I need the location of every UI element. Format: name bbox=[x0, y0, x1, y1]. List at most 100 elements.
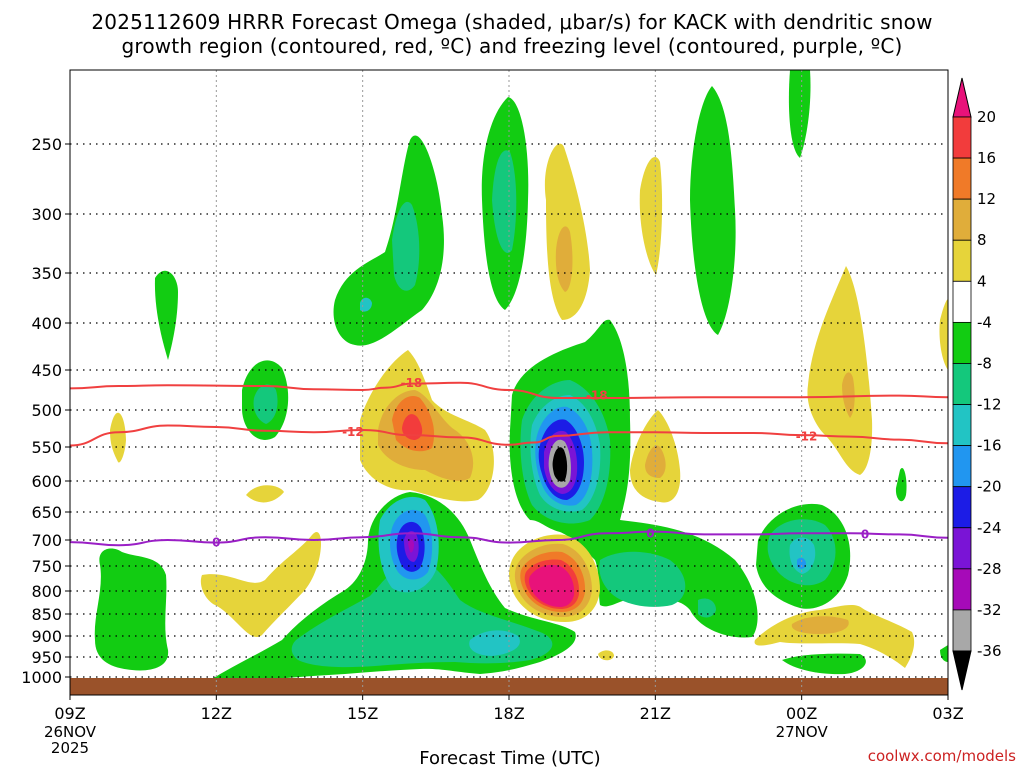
chart-title-line1: 2025112609 HRRR Forecast Omega (shaded, … bbox=[91, 10, 932, 34]
y-tick-label: 550 bbox=[31, 438, 62, 457]
y-tick-label: 250 bbox=[31, 135, 62, 154]
omega-region-teal bbox=[492, 150, 517, 253]
colorbar-swatch bbox=[952, 363, 972, 405]
y-tick-label: 650 bbox=[31, 503, 62, 522]
x-tick-label: 15Z bbox=[347, 704, 378, 723]
colorbar-swatch bbox=[952, 116, 972, 159]
omega-region-yellow bbox=[200, 532, 322, 638]
colorbar-swatch bbox=[952, 527, 972, 570]
colorbar-label: 12 bbox=[977, 190, 996, 208]
omega-region-green bbox=[940, 645, 948, 662]
colorbar-swatch bbox=[952, 404, 972, 447]
omega-region-yellow bbox=[939, 299, 948, 370]
colorbar-label: -16 bbox=[977, 437, 1002, 455]
x-tick-label: 12Z bbox=[201, 704, 232, 723]
credit-link[interactable]: coolwx.com/models bbox=[868, 747, 1016, 765]
colorbar-swatch bbox=[952, 445, 972, 488]
colorbar-bottom-triangle bbox=[952, 650, 972, 691]
omega-region-cyan bbox=[469, 630, 520, 656]
omega-region-yellow bbox=[807, 266, 873, 475]
colorbar-label: 20 bbox=[977, 108, 996, 126]
colorbar-swatch bbox=[952, 321, 972, 364]
colorbar-label: -8 bbox=[977, 354, 992, 372]
omega-region-yellow bbox=[598, 650, 614, 661]
colorbar: 20 16 12 8 4 -4 -8 -12 -16 -20 -24 -28 -32 -36 bbox=[952, 77, 1002, 691]
omega-region-yellow bbox=[246, 485, 284, 503]
grid-lines bbox=[70, 70, 948, 695]
y-tick-label: 700 bbox=[31, 531, 62, 550]
contour-label: -12 bbox=[342, 425, 364, 439]
y-tick-label: 800 bbox=[31, 582, 62, 601]
x-tick-year: 2025 bbox=[51, 739, 89, 757]
contour-line-freezing_level bbox=[69, 530, 949, 547]
omega-region-gold bbox=[555, 226, 573, 292]
x-tick-label: 09Z bbox=[54, 704, 85, 723]
colorbar-swatch bbox=[952, 198, 972, 241]
omega-region-teal bbox=[698, 598, 716, 618]
contour-label: -18 bbox=[586, 389, 608, 403]
colorbar-swatch bbox=[952, 609, 972, 652]
colorbar-label: -28 bbox=[977, 560, 1002, 578]
colorbar-top-triangle bbox=[952, 77, 972, 118]
colorbar-label: -24 bbox=[977, 519, 1002, 537]
omega-region-gold bbox=[842, 372, 855, 418]
omega-region-green bbox=[782, 653, 866, 675]
colorbar-swatch bbox=[952, 280, 972, 323]
contour-line-dgz_minus18 bbox=[69, 381, 949, 399]
colorbar-swatch bbox=[952, 486, 972, 529]
x-tick-label: 00Z bbox=[786, 704, 817, 723]
x-tick-label: 21Z bbox=[640, 704, 671, 723]
colorbar-label: -32 bbox=[977, 601, 1002, 619]
omega-region-cyan bbox=[789, 537, 816, 574]
y-tick-label: 300 bbox=[31, 205, 62, 224]
omega-region-red bbox=[402, 414, 423, 440]
y-tick-label: 1000 bbox=[21, 668, 62, 687]
x-tick-date: 26NOV bbox=[44, 723, 97, 741]
x-tick-label: 18Z bbox=[493, 704, 524, 723]
y-tick-label: 850 bbox=[31, 605, 62, 624]
omega-region-pink bbox=[528, 564, 575, 607]
y-tick-label: 750 bbox=[31, 557, 62, 576]
omega-region-black bbox=[552, 447, 568, 482]
omega-region-yellow bbox=[754, 604, 915, 668]
omega-region-green bbox=[333, 135, 444, 346]
colorbar-swatch bbox=[952, 568, 972, 611]
y-tick-label: 950 bbox=[31, 648, 62, 667]
omega-region-green bbox=[895, 468, 907, 502]
y-tick-label: 500 bbox=[31, 401, 62, 420]
colorbar-label: 8 bbox=[977, 231, 987, 249]
omega-region-green bbox=[94, 548, 169, 671]
omega-region-teal bbox=[392, 201, 420, 291]
colorbar-label: -36 bbox=[977, 642, 1002, 660]
omega-region-yellow bbox=[110, 412, 126, 463]
y-tick-label: 600 bbox=[31, 472, 62, 491]
x-axis-title: Forecast Time (UTC) bbox=[419, 748, 600, 768]
contour-lines bbox=[69, 381, 949, 547]
y-tick-label: 400 bbox=[31, 314, 62, 333]
x-tick-label: 03Z bbox=[932, 704, 963, 723]
y-tick-label: 450 bbox=[31, 361, 62, 380]
colorbar-swatch bbox=[952, 157, 972, 200]
colorbar-swatch bbox=[952, 239, 972, 282]
contour-label: 0 bbox=[212, 536, 220, 550]
omega-region-green bbox=[154, 270, 178, 360]
chart-title-line2: growth region (contoured, red, ºC) and f… bbox=[121, 34, 902, 58]
omega-region-gold bbox=[791, 616, 849, 634]
y-tick-label: 350 bbox=[31, 264, 62, 283]
omega-region-green bbox=[690, 86, 736, 335]
omega-region-green bbox=[788, 70, 811, 158]
contour-labels: -18 -12 -18 -12 0 0 0 bbox=[212, 376, 869, 550]
contour-label: -12 bbox=[796, 430, 818, 444]
contour-label: -18 bbox=[401, 376, 423, 390]
colorbar-label: -12 bbox=[977, 396, 1002, 414]
y-axis: 250 300 350 400 450 500 550 600 650 700 750 800 850 9… bbox=[21, 135, 70, 687]
contour-label: 0 bbox=[646, 526, 654, 540]
omega-region-teal bbox=[599, 551, 686, 607]
omega-region-teal bbox=[253, 384, 278, 424]
x-tick-date: 27NOV bbox=[776, 723, 829, 741]
contour-label: 0 bbox=[861, 527, 869, 541]
omega-region-magenta-small bbox=[408, 539, 414, 553]
colorbar-label: 16 bbox=[977, 149, 996, 167]
